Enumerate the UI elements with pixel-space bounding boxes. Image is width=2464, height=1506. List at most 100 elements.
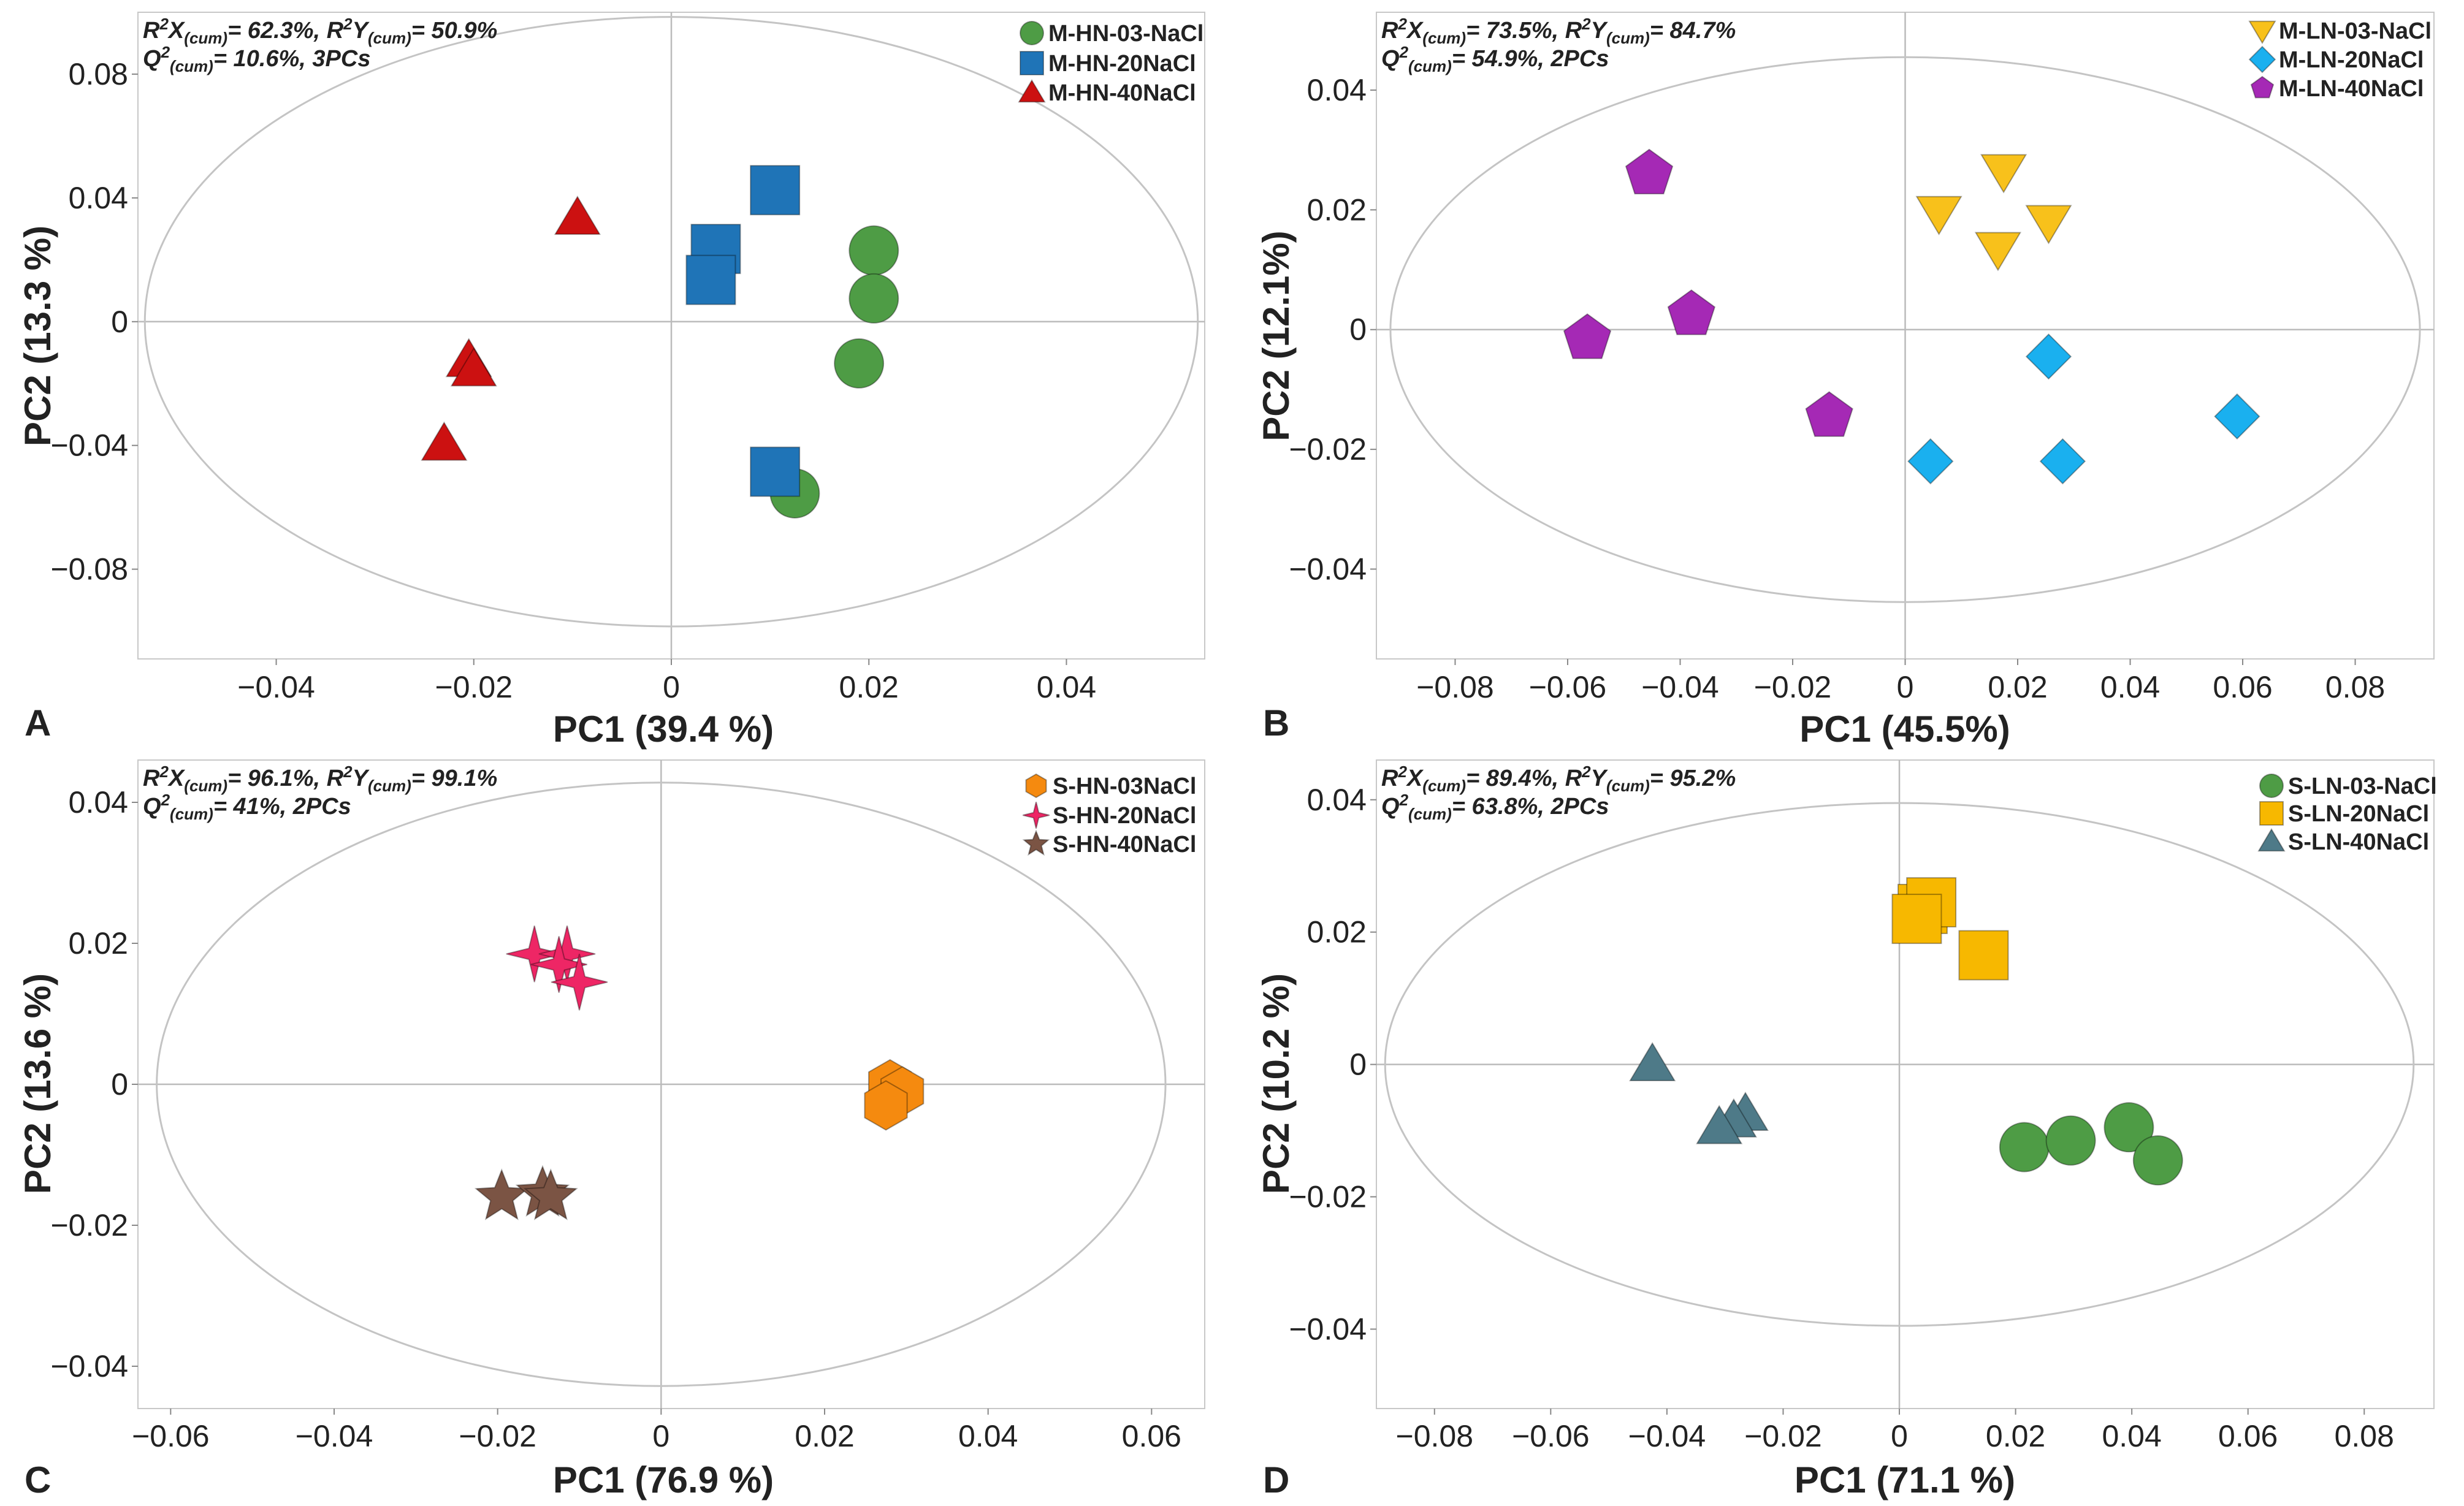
legend-label-0: S-HN-03NaCl — [1053, 774, 1196, 799]
panel-letter: A — [25, 702, 51, 743]
confidence-ellipse — [1389, 56, 2421, 603]
legend-marker-0 — [2259, 774, 2284, 798]
y-tick-label: 0 — [111, 1067, 128, 1101]
data-point-s-hn-03nacl-2 — [864, 1080, 908, 1131]
panel-letter: B — [1263, 702, 1289, 743]
x-tick-label: −0.04 — [1641, 670, 1719, 704]
x-tick-label: −0.02 — [1754, 670, 1832, 704]
legend-marker-0 — [1025, 773, 1047, 799]
x-tick-label: −0.06 — [1529, 670, 1607, 704]
x-tick-label: 0.04 — [1037, 670, 1096, 704]
legend-marker-1 — [1020, 51, 1044, 75]
x-tick-label: 0.04 — [958, 1419, 1018, 1453]
legend-label-1: S-LN-20NaCl — [2288, 801, 2429, 827]
legend-label-0: M-HN-03-NaCl — [1048, 21, 1203, 47]
x-tick-label: −0.02 — [435, 670, 513, 704]
legend: S-HN-03NaCl S-HN-20NaCl S-HN-40NaCl — [1022, 773, 1196, 858]
confidence-ellipse — [156, 782, 1167, 1387]
data-point-m-ln-20nacl-3 — [2039, 438, 2086, 485]
legend-marker-shape — [2259, 801, 2284, 826]
y-axis-title: PC2 (13.6 %) — [17, 973, 58, 1194]
y-tick-label: 0.04 — [1307, 783, 1367, 817]
x-tick-label: 0.04 — [2100, 670, 2160, 704]
y-tick-label: 0.02 — [69, 926, 128, 960]
legend-marker-0 — [2248, 20, 2276, 44]
x-tick-label: 0.06 — [2213, 670, 2272, 704]
x-axis-title: PC1 (76.9 %) — [553, 1459, 774, 1500]
data-point-s-ln-03-nacl-0 — [1999, 1122, 2050, 1173]
legend-label-2: S-HN-40NaCl — [1053, 832, 1196, 858]
stats-line-2: Q2(cum)= 54.9%, 2PCs — [1381, 43, 1609, 75]
stats-line-1: R2X(cum)= 96.1%, R2Y(cum)= 99.1% — [143, 763, 497, 795]
data-point-s-hn-20nacl-3 — [551, 954, 608, 1011]
x-tick-label: 0 — [1891, 1419, 1908, 1453]
y-tick-label: −0.04 — [1289, 552, 1367, 586]
legend-label-0: M-LN-03-NaCl — [2279, 18, 2432, 44]
legend-marker-shape — [2248, 20, 2276, 44]
legend: M-LN-03-NaCl M-LN-20NaCl M-LN-40NaCl — [2248, 18, 2432, 102]
legend-marker-2 — [2257, 828, 2286, 852]
panel-c: −0.06 −0.04 −0.02 0 0.02 0.04 0.06 0.04 0.02 0 −0.… — [17, 759, 1205, 1500]
y-tick-label: −0.08 — [50, 552, 128, 587]
y-tick-label: −0.04 — [50, 1349, 128, 1383]
legend-marker-shape — [1022, 801, 1050, 829]
x-axis-title: PC1 (39.4 %) — [553, 709, 774, 750]
data-point-m-ln-03-nacl-1 — [1915, 196, 1962, 235]
data-point-s-ln-20nacl-3 — [1958, 930, 2009, 981]
stats-line-1: R2X(cum)= 62.3%, R2Y(cum)= 50.9% — [143, 15, 497, 47]
x-tick-label: −0.08 — [1396, 1419, 1474, 1453]
legend-marker-shape — [2257, 828, 2286, 852]
stats-line-1: R2X(cum)= 89.4%, R2Y(cum)= 95.2% — [1381, 763, 1736, 795]
data-point-s-hn-20nacl-2 — [530, 936, 587, 993]
data-point-m-hn-40nacl-0 — [554, 196, 601, 235]
data-point-m-hn-20nacl-2 — [685, 254, 736, 305]
x-tick-label: 0 — [1897, 670, 1914, 704]
panel-letter: D — [1263, 1459, 1289, 1500]
x-tick-label: 0.08 — [2335, 1419, 2394, 1453]
y-tick-label: 0.02 — [1307, 192, 1367, 227]
legend: S-LN-03-NaCl S-LN-20NaCl S-LN-40NaCl — [2257, 774, 2437, 855]
legend-marker-2 — [1018, 79, 1046, 103]
legend-marker-shape — [2250, 75, 2275, 99]
x-tick-label: 0.02 — [839, 670, 899, 704]
data-point-m-ln-03-nacl-0 — [1980, 154, 2027, 194]
data-point-m-ln-03-nacl-2 — [2025, 205, 2072, 245]
legend-marker-shape — [1020, 51, 1044, 75]
data-point-m-ln-20nacl-2 — [1907, 438, 1954, 485]
x-tick-label: 0.02 — [795, 1419, 854, 1453]
data-point-m-ln-20nacl-1 — [2214, 393, 2260, 440]
data-point-s-ln-03-nacl-3 — [2132, 1135, 2183, 1186]
data-point-s-hn-20nacl-0 — [506, 926, 563, 983]
data-point-m-hn-40nacl-2 — [450, 347, 497, 387]
x-tick-label: 0.06 — [2218, 1419, 2278, 1453]
y-tick-label: −0.02 — [1289, 1180, 1367, 1214]
panel-b: −0.08 −0.06 −0.04 −0.02 0 0.02 0.04 0.06 0.08 0.0… — [1256, 12, 2435, 750]
panel-a: −0.04 −0.02 0 0.02 0.04 0.08 0.04 0 −0.04 −0.08 A… — [17, 12, 1205, 750]
legend-marker-0 — [1020, 21, 1044, 45]
data-point-m-ln-40nacl-2 — [1563, 313, 1612, 359]
y-axis-title: PC2 (13.3 %) — [17, 226, 58, 446]
data-point-m-hn-40nacl-3 — [421, 421, 468, 461]
x-tick-label: 0.02 — [1986, 1419, 2045, 1453]
data-point-s-ln-20nacl-2 — [1891, 894, 1942, 945]
legend: M-HN-03-NaCl M-HN-20NaCl M-HN-40NaCl — [1018, 21, 1203, 106]
x-tick-label: −0.06 — [132, 1419, 210, 1453]
legend-label-2: M-LN-40NaCl — [2279, 76, 2424, 102]
y-tick-label: 0.04 — [69, 181, 128, 215]
y-tick-label: 0.04 — [69, 785, 128, 820]
data-point-s-ln-03-nacl-2 — [2104, 1102, 2154, 1153]
panel-letter: C — [25, 1459, 51, 1500]
stats-line-2: Q2(cum)= 63.8%, 2PCs — [1381, 791, 1609, 823]
data-point-m-hn-03-nacl-1 — [849, 273, 899, 324]
x-tick-label: 0.06 — [1122, 1419, 1181, 1453]
legend-label-1: S-HN-20NaCl — [1053, 803, 1196, 829]
data-point-m-ln-20nacl-0 — [2025, 333, 2072, 380]
legend-marker-1 — [1022, 801, 1050, 829]
data-point-m-hn-20nacl-0 — [750, 165, 801, 216]
x-tick-label: −0.04 — [1628, 1419, 1706, 1453]
legend-label-2: S-LN-40NaCl — [2288, 829, 2429, 855]
x-axis-title: PC1 (71.1 %) — [1795, 1459, 2015, 1500]
y-tick-label: −0.04 — [1289, 1312, 1367, 1346]
legend-label-0: S-LN-03-NaCl — [2288, 774, 2437, 799]
data-point-m-ln-40nacl-3 — [1805, 391, 1853, 437]
